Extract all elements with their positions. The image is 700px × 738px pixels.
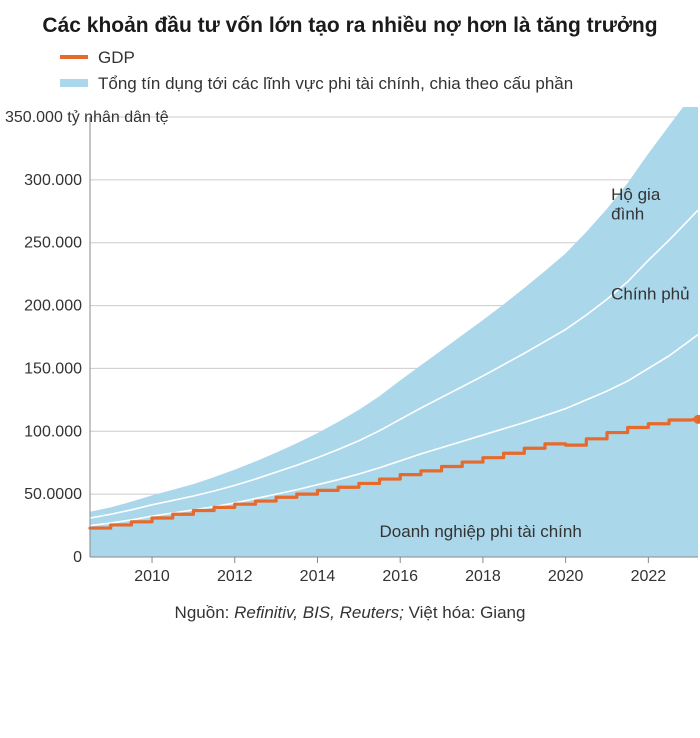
- legend-label-credit: Tổng tín dụng tới các lĩnh vực phi tài c…: [98, 73, 573, 95]
- area-label: Doanh nghiệp phi tài chính: [380, 522, 582, 541]
- source-prefix: Nguồn:: [175, 603, 235, 622]
- y-tick-label: 100.000: [24, 424, 82, 441]
- x-tick-label: 2014: [300, 568, 336, 585]
- y-tick-label: 50.0000: [24, 487, 82, 504]
- x-tick-label: 2010: [134, 568, 170, 585]
- y-tick-label: 0: [73, 549, 82, 566]
- y-tick-label: 250.000: [24, 235, 82, 252]
- legend-item-gdp: GDP: [60, 47, 670, 69]
- x-tick-label: 2018: [465, 568, 501, 585]
- x-tick-label: 2012: [217, 568, 253, 585]
- legend-item-credit: Tổng tín dụng tới các lĩnh vực phi tài c…: [60, 73, 670, 95]
- y-tick-label: 350.000 tỷ nhân dân tệ: [5, 109, 169, 126]
- stacked-area: [90, 107, 698, 557]
- y-tick-label: 300.000: [24, 172, 82, 189]
- x-tick-label: 2016: [382, 568, 418, 585]
- legend-label-gdp: GDP: [98, 47, 135, 69]
- legend: GDP Tổng tín dụng tới các lĩnh vực phi t…: [0, 47, 700, 107]
- chart-area: 0 50.0000 100.000 150.000 200.000 250.000 300.…: [0, 107, 700, 597]
- source-italic: Refinitiv, BIS, Reuters;: [234, 603, 404, 622]
- legend-swatch-credit: [60, 79, 88, 87]
- source-suffix: Việt hóa: Giang: [404, 603, 526, 622]
- y-tick-label: 200.000: [24, 298, 82, 315]
- x-tick-label: 2022: [631, 568, 667, 585]
- source-line: Nguồn: Refinitiv, BIS, Reuters; Việt hóa…: [0, 597, 700, 623]
- chart-title: Các khoản đầu tư vốn lớn tạo ra nhiều nợ…: [0, 0, 700, 47]
- x-tick-label: 2020: [548, 568, 584, 585]
- chart-svg: 0 50.0000 100.000 150.000 200.000 250.000 300.…: [0, 107, 700, 597]
- y-tick-label: 150.000: [24, 361, 82, 378]
- legend-swatch-gdp: [60, 55, 88, 59]
- area-label: Chính phủ: [611, 285, 689, 304]
